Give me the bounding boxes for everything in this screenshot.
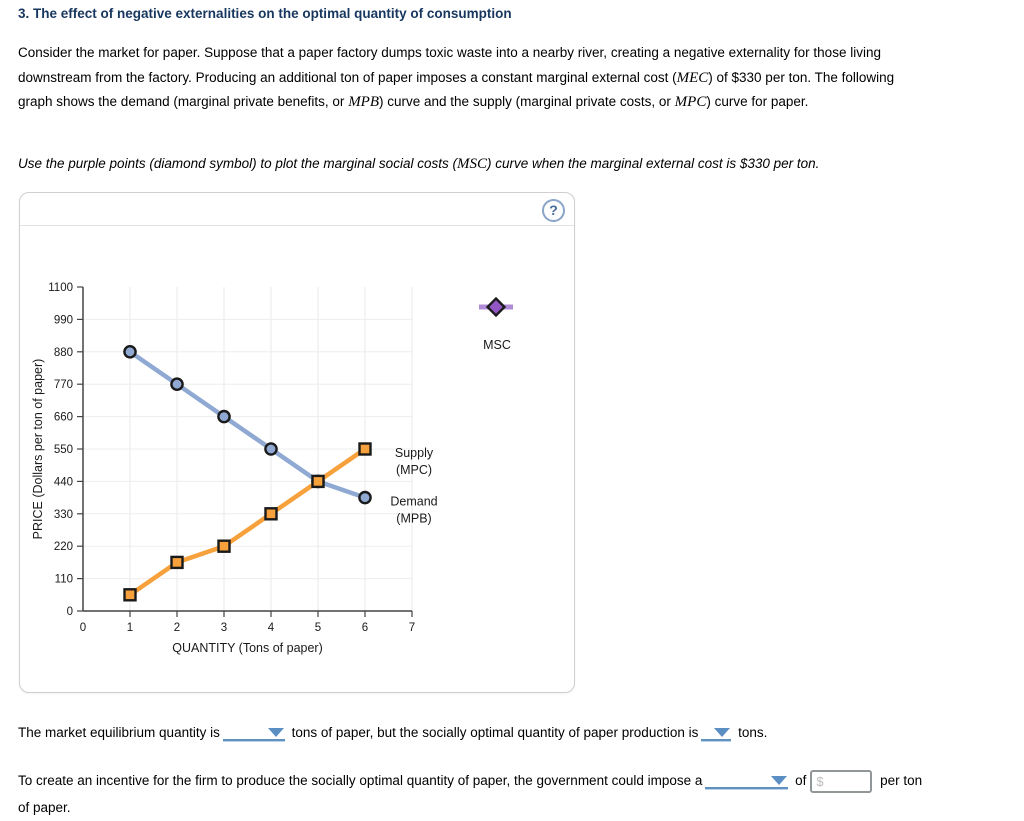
x-axis-title: QUANTITY (Tons of paper) <box>172 641 323 655</box>
text: graph shows the demand (marginal private… <box>18 94 349 109</box>
demand-point <box>170 377 184 391</box>
text: of <box>791 773 807 788</box>
supply-curve <box>128 447 367 597</box>
y-tick-label: 440 <box>54 476 73 488</box>
text: ) curve for paper. <box>706 94 809 109</box>
text: To create an incentive for the firm to p… <box>18 773 703 788</box>
policy-type-dropdown[interactable] <box>705 772 789 789</box>
text: Use the purple points (diamond symbol) t… <box>18 156 457 171</box>
math-term: MSC <box>456 156 487 172</box>
supply-point <box>311 474 325 489</box>
legend-label: Demand <box>390 495 437 509</box>
externality-chart: 0 110 220 330 440 550 660 770 880 990 1100 0 1 2 3 4 5 6 7… <box>31 282 513 655</box>
text: ) curve when the marginal external cost … <box>486 156 820 171</box>
x-tick-label: 4 <box>268 622 275 634</box>
legend-label: Supply <box>395 446 434 460</box>
supply-point <box>358 442 372 456</box>
text: ) curve and the supply (marginal private… <box>379 94 675 109</box>
msc-palette-point[interactable] <box>479 296 513 318</box>
text: of paper. <box>18 800 71 815</box>
y-tick-label: 1100 <box>48 282 73 294</box>
y-tick-label: 770 <box>54 379 73 391</box>
y-axis-title: PRICE (Dollars per ton of paper) <box>31 359 45 540</box>
problem-statement: Consider the market for paper. Suppose t… <box>18 41 983 115</box>
y-tick-label: 880 <box>54 347 73 359</box>
legend-label: (MPB) <box>396 512 431 526</box>
x-tick-label: 0 <box>80 622 86 634</box>
y-tick-label: 550 <box>54 444 73 456</box>
demand-curve <box>128 349 366 500</box>
msc-legend-label: MSC <box>483 338 511 352</box>
help-icon[interactable]: ? <box>542 199 565 222</box>
y-tick-label: 330 <box>54 509 73 521</box>
text: Consider the market for paper. Suppose t… <box>18 45 881 60</box>
tax-amount-input[interactable] <box>810 769 873 793</box>
graph-panel-header: ? <box>20 193 574 226</box>
x-tick-label: 2 <box>174 622 180 634</box>
msc-diamond-icon <box>485 296 507 318</box>
text: The market equilibrium quantity is <box>18 725 220 740</box>
text: tons of paper, but the socially optimal … <box>287 725 699 740</box>
text: per ton <box>876 773 923 788</box>
demand-point <box>123 345 137 359</box>
demand-point <box>264 442 278 456</box>
supply-point <box>217 539 231 553</box>
supply-point <box>170 555 184 570</box>
graph-panel: ? 0 110 220 330 440 550 660 770 880 990 1100 0 1 2 3 4 5… <box>19 192 575 693</box>
supply-point <box>264 507 278 521</box>
question-policy: To create an incentive for the firm to p… <box>18 767 980 821</box>
supply-point <box>123 588 137 602</box>
x-tick-label: 6 <box>362 622 368 634</box>
legend-label: (MPC) <box>396 463 432 477</box>
x-tick-label: 1 <box>127 622 133 634</box>
question-equilibrium: The market equilibrium quantity is tons … <box>18 719 980 746</box>
demand-point <box>358 490 372 505</box>
y-tick-label: 0 <box>67 606 73 618</box>
equilibrium-quantity-dropdown[interactable] <box>222 724 285 741</box>
y-tick-label: 660 <box>54 412 73 424</box>
math-term: MPB <box>348 94 380 110</box>
x-tick-label: 5 <box>315 622 321 634</box>
text: tons. <box>734 725 768 740</box>
x-tick-label: 7 <box>409 622 415 634</box>
text: downstream from the factory. Producing a… <box>18 69 677 85</box>
math-term: MPC <box>674 94 707 110</box>
math-term: MEC <box>676 69 709 86</box>
y-tick-label: 220 <box>54 541 73 553</box>
x-tick-label: 3 <box>221 622 227 634</box>
page-title: 3. The effect of negative externalities … <box>18 6 512 21</box>
optimal-quantity-dropdown[interactable] <box>701 724 732 741</box>
demand-point <box>217 409 231 424</box>
y-tick-label: 110 <box>55 574 73 586</box>
y-tick-label: 990 <box>54 314 73 326</box>
text: ) of $330 per ton. The following <box>708 69 895 85</box>
graph-instruction: Use the purple points (diamond symbol) t… <box>18 152 983 177</box>
